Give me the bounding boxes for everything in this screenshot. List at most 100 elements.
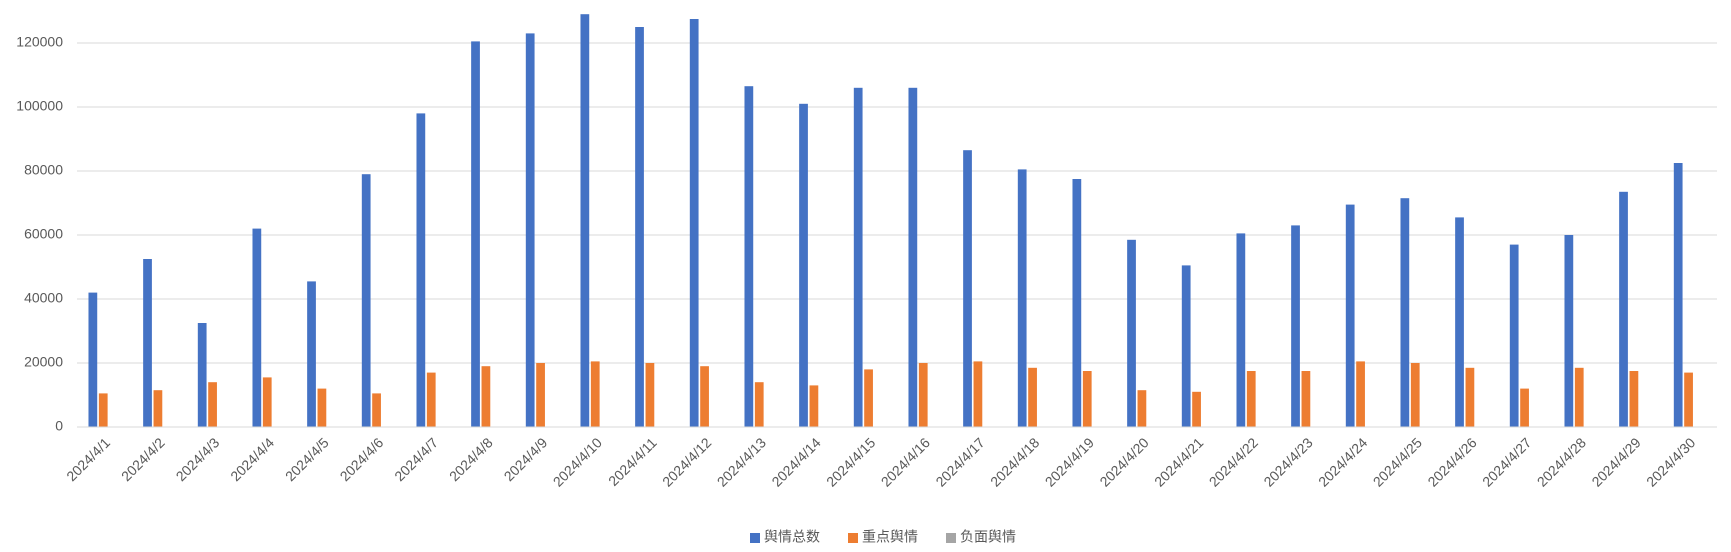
bar [471,41,480,428]
bar [1684,372,1693,427]
bar [809,385,819,427]
bar [252,228,262,427]
bar [1509,244,1519,427]
bar [1619,191,1628,427]
y-tick-label: 60000 [24,226,63,242]
bar [262,377,272,427]
bar [1137,390,1147,427]
bar [1465,367,1475,427]
legend-label: 负面舆情 [960,529,1016,545]
bar [700,366,709,427]
bar [799,103,808,428]
legend-swatch [750,533,760,543]
x-tick-label: 2024/4/27 [1479,434,1535,490]
x-tick-label: 2024/4/14 [768,434,824,490]
bar [426,372,436,427]
legend-swatch [946,533,956,543]
bar [1028,367,1037,427]
bar [754,382,764,427]
x-tick-label: 2024/4/8 [446,434,496,484]
x-tick-label: 2024/4/6 [337,434,387,484]
y-tick-label: 40000 [24,290,63,306]
bar [1082,371,1092,427]
x-tick-label: 2024/4/23 [1260,434,1316,490]
x-tick-label: 2024/4/21 [1151,434,1207,490]
bar [143,259,152,427]
bar [1345,204,1355,427]
y-tick-label: 20000 [24,354,63,370]
x-tick-label: 2024/4/3 [173,434,223,484]
bar [1574,367,1584,427]
x-tick-label: 2024/4/18 [987,434,1043,490]
x-tick-label: 2024/4/4 [227,434,277,484]
bar [208,382,217,427]
bar [1356,361,1365,427]
x-tick-label: 2024/4/29 [1588,434,1644,490]
x-tick-label: 2024/4/19 [1042,434,1098,490]
bar [197,323,207,427]
bar [645,363,655,427]
x-tick-label: 2024/4/28 [1534,434,1590,490]
legend: 舆情总数 重点舆情 负面舆情 [750,529,1016,545]
y-tick-label: 80000 [24,162,63,178]
bar [1301,371,1311,427]
bar [361,174,371,427]
bar [525,33,535,428]
bar [1192,391,1201,427]
bar [973,361,983,427]
bar [98,393,108,427]
x-tick-label: 2024/4/20 [1096,434,1152,490]
bar [88,292,98,427]
bar [1673,163,1683,427]
legend-label: 舆情总数 [764,529,820,545]
bar [580,14,590,427]
bar [1564,235,1574,427]
x-tick-label: 2024/4/25 [1370,434,1426,490]
x-tick-label: 2024/4/12 [659,434,715,490]
bar [372,393,381,427]
bar [317,388,327,427]
bar [864,369,873,427]
x-tick-label: 2024/4/5 [282,434,332,484]
x-tick-label: 2024/4/15 [823,434,879,490]
bar [853,87,863,428]
x-tick-label: 2024/4/13 [714,434,770,490]
bar [1127,239,1136,427]
bar [416,113,426,428]
x-tick-label: 2024/4/10 [550,434,606,490]
bar [536,363,545,427]
y-tick-label: 0 [55,418,63,434]
bar [635,27,644,427]
y-tick-label: 100000 [16,98,63,114]
bar [481,366,491,427]
bar [1291,225,1300,427]
bar [1236,233,1246,427]
x-tick-label: 2024/4/26 [1424,434,1480,490]
x-tick-label: 2024/4/24 [1315,434,1371,490]
y-tick-label: 120000 [16,34,63,50]
legend-label: 重点舆情 [862,529,918,545]
x-tick-label: 2024/4/11 [605,434,660,489]
x-tick-label: 2024/4/22 [1206,434,1262,490]
bar [153,390,163,427]
x-tick-label: 2024/4/9 [501,434,551,484]
bar [1455,217,1464,427]
x-tick-label: 2024/4/1 [63,434,113,484]
bar [1629,371,1639,427]
bar [918,363,928,427]
bar [744,86,754,427]
x-tick-label: 2024/4/7 [391,434,441,484]
bar [590,361,600,427]
x-tick-label: 2024/4/2 [118,434,168,484]
legend-swatch [848,533,858,543]
bar [307,281,316,427]
bar [1072,179,1082,427]
x-tick-label: 2024/4/16 [878,434,934,490]
bar [1181,265,1191,427]
bar [963,150,972,427]
x-tick-label: 2024/4/17 [932,434,988,490]
bar [1520,388,1529,427]
bar [1410,363,1420,427]
bar [689,19,699,427]
